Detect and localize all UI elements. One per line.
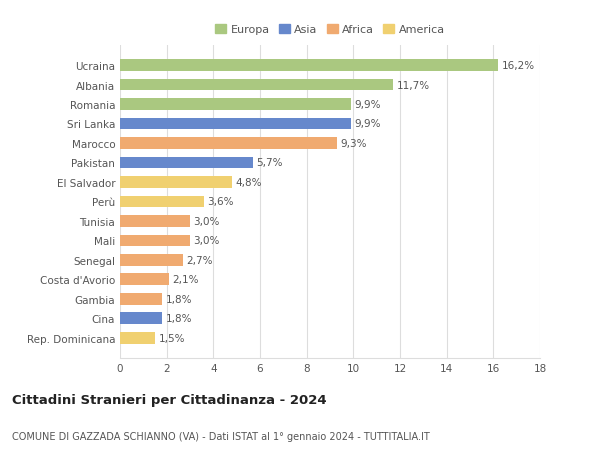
Text: Cittadini Stranieri per Cittadinanza - 2024: Cittadini Stranieri per Cittadinanza - 2… [12,393,326,406]
Bar [120,235,190,246]
Bar [120,332,155,344]
Bar [120,313,162,325]
Text: 3,6%: 3,6% [208,197,234,207]
Legend: Europa, Asia, Africa, America: Europa, Asia, Africa, America [211,20,449,39]
Bar [120,118,351,130]
Bar [120,157,253,169]
Text: 3,0%: 3,0% [193,216,220,226]
Text: 1,5%: 1,5% [158,333,185,343]
Bar [120,196,204,208]
Bar [120,99,351,111]
Bar [120,293,162,305]
Text: 9,9%: 9,9% [355,119,381,129]
Text: 4,8%: 4,8% [235,178,262,188]
Text: COMUNE DI GAZZADA SCHIANNO (VA) - Dati ISTAT al 1° gennaio 2024 - TUTTITALIA.IT: COMUNE DI GAZZADA SCHIANNO (VA) - Dati I… [12,431,430,441]
Text: 3,0%: 3,0% [193,236,220,246]
Bar [120,216,190,227]
Bar [120,274,169,285]
Text: 1,8%: 1,8% [166,313,192,324]
Bar [120,60,498,72]
Text: 2,7%: 2,7% [187,255,213,265]
Text: 11,7%: 11,7% [397,80,430,90]
Bar [120,254,183,266]
Bar [120,138,337,150]
Text: 9,3%: 9,3% [341,139,367,149]
Text: 9,9%: 9,9% [355,100,381,110]
Text: 5,7%: 5,7% [257,158,283,168]
Bar [120,177,232,188]
Text: 2,1%: 2,1% [173,274,199,285]
Bar [120,79,393,91]
Text: 16,2%: 16,2% [502,61,535,71]
Text: 1,8%: 1,8% [166,294,192,304]
